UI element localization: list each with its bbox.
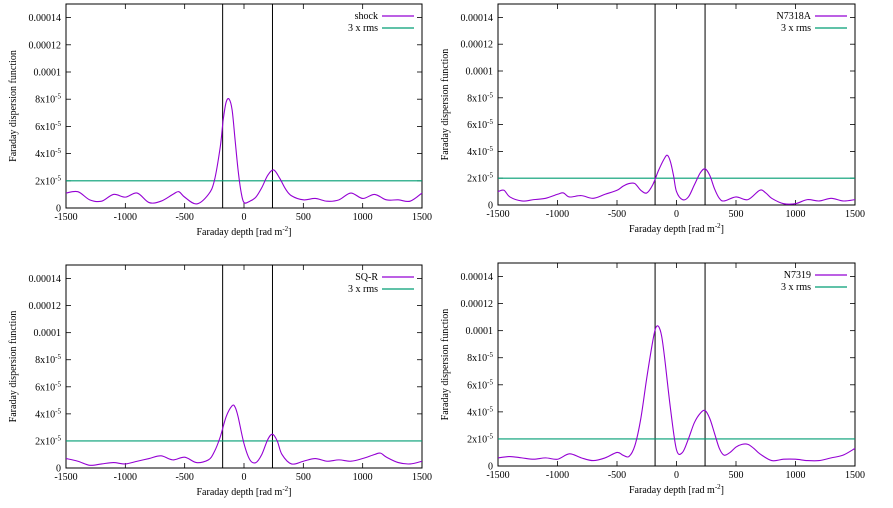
x-tick-label: 1500 xyxy=(845,470,865,481)
y-tick-label: 0.0001 xyxy=(466,67,494,78)
y-tick-label: 0.00014 xyxy=(29,274,62,285)
plot-frame xyxy=(65,264,423,469)
legend-rms-label: 3 x rms xyxy=(348,23,378,34)
x-axis-label: Faraday depth [rad m-2] xyxy=(197,225,292,238)
plot-frame xyxy=(65,3,423,209)
legend-series-label: SQ-R xyxy=(355,272,378,283)
x-tick-label: -1500 xyxy=(486,209,509,220)
y-tick-label: 2x10-5 xyxy=(35,434,61,447)
y-tick-label: 4x10-5 xyxy=(467,405,493,418)
x-tick-label: 1000 xyxy=(786,470,806,481)
y-tick-label: 6x10-5 xyxy=(35,120,61,133)
x-axis-label: Faraday depth [rad m-2] xyxy=(629,483,724,496)
plot-frame xyxy=(497,262,856,467)
x-tick-label: -500 xyxy=(608,470,626,481)
y-tick-label: 0 xyxy=(56,464,61,475)
plot-frame xyxy=(497,3,856,206)
series-line-n7318a xyxy=(497,154,856,205)
x-tick-label: -1500 xyxy=(54,472,77,483)
chart-panel-3: -1500 -1000 -500 0 500 1000 1500 0 2x10-5 4x10-5 6… xyxy=(8,264,432,498)
y-tick-label: 0.00014 xyxy=(29,13,62,24)
y-tick-label: 8x10-5 xyxy=(35,93,61,106)
x-tick-label: 0 xyxy=(242,472,247,483)
y-tick-label: 0.00012 xyxy=(29,301,62,312)
x-tick-label: 1500 xyxy=(412,472,432,483)
legend-series-label: N7318A xyxy=(777,11,812,22)
y-tick-label: 0.00014 xyxy=(461,13,494,24)
y-tick-label: 0.00012 xyxy=(461,40,494,51)
y-tick-label: 2x10-5 xyxy=(35,174,61,187)
y-tick-label: 4x10-5 xyxy=(467,145,493,158)
y-tick-label: 8x10-5 xyxy=(467,351,493,364)
x-tick-label: -1000 xyxy=(546,209,569,220)
x-tick-label: 500 xyxy=(296,472,311,483)
y-tick-label: 0 xyxy=(488,462,493,473)
chart-panel-4: -1500 -1000 -500 0 500 1000 1500 0 2x10-5 4x10-5 6… xyxy=(440,262,865,496)
x-tick-label: 500 xyxy=(296,212,311,223)
series-line-sq-r xyxy=(65,404,423,466)
x-tick-label: 1000 xyxy=(353,472,373,483)
x-tick-label: 1500 xyxy=(845,209,865,220)
x-tick-label: 0 xyxy=(242,212,247,223)
legend-series-label: shock xyxy=(355,11,378,22)
y-tick-label: 0.0001 xyxy=(34,68,62,79)
chart-panel-2: -1500 -1000 -500 0 500 1000 1500 0 2x10-5 4x10-5 6… xyxy=(440,3,865,235)
x-axis-label: Faraday depth [rad m-2] xyxy=(629,222,724,235)
y-tick-label: 6x10-5 xyxy=(35,380,61,393)
y-tick-label: 8x10-5 xyxy=(467,91,493,104)
y-tick-label: 6x10-5 xyxy=(467,378,493,391)
y-tick-label: 0.0001 xyxy=(466,326,494,337)
y-tick-label: 0.0001 xyxy=(34,328,62,339)
legend-series-label: N7319 xyxy=(784,270,811,281)
legend-rms-label: 3 x rms xyxy=(348,284,378,295)
y-tick-label: 4x10-5 xyxy=(35,407,61,420)
x-tick-label: 1500 xyxy=(412,212,432,223)
y-tick-label: 0.00012 xyxy=(29,40,62,51)
x-tick-label: 500 xyxy=(729,209,744,220)
x-tick-label: -1000 xyxy=(546,470,569,481)
y-tick-label: 2x10-5 xyxy=(467,432,493,445)
x-tick-label: -1000 xyxy=(114,472,137,483)
y-axis-label: Faraday dispersion function xyxy=(440,49,451,161)
y-tick-label: 8x10-5 xyxy=(35,353,61,366)
series-line-n7319 xyxy=(497,325,856,462)
series-line-shock xyxy=(65,98,423,205)
x-tick-label: -500 xyxy=(175,212,193,223)
x-tick-label: -1500 xyxy=(54,212,77,223)
x-tick-label: -500 xyxy=(608,209,626,220)
x-axis-label: Faraday depth [rad m-2] xyxy=(197,485,292,498)
x-tick-label: -1000 xyxy=(114,212,137,223)
x-tick-label: 1000 xyxy=(353,212,373,223)
legend-rms-label: 3 x rms xyxy=(781,282,811,293)
y-tick-label: 0 xyxy=(488,201,493,212)
y-axis-label: Faraday dispersion function xyxy=(8,311,19,423)
y-tick-label: 0.00012 xyxy=(461,299,494,310)
y-tick-label: 4x10-5 xyxy=(35,147,61,160)
y-axis-label: Faraday dispersion function xyxy=(8,50,19,162)
x-tick-label: 0 xyxy=(674,209,679,220)
y-axis-label: Faraday dispersion function xyxy=(440,309,451,421)
y-tick-label: 6x10-5 xyxy=(467,118,493,131)
chart-panel-1: -1500 -1000 -500 0 500 1000 1500 0 2x10-5 4x10-5 6… xyxy=(8,3,432,238)
y-tick-label: 2x10-5 xyxy=(467,172,493,185)
x-tick-label: 1000 xyxy=(786,209,806,220)
x-tick-label: 500 xyxy=(729,470,744,481)
x-tick-label: -500 xyxy=(175,472,193,483)
x-tick-label: 0 xyxy=(674,470,679,481)
y-tick-label: 0.00014 xyxy=(461,272,494,283)
legend-rms-label: 3 x rms xyxy=(781,23,811,34)
x-tick-label: -1500 xyxy=(486,470,509,481)
y-tick-label: 0 xyxy=(56,204,61,215)
